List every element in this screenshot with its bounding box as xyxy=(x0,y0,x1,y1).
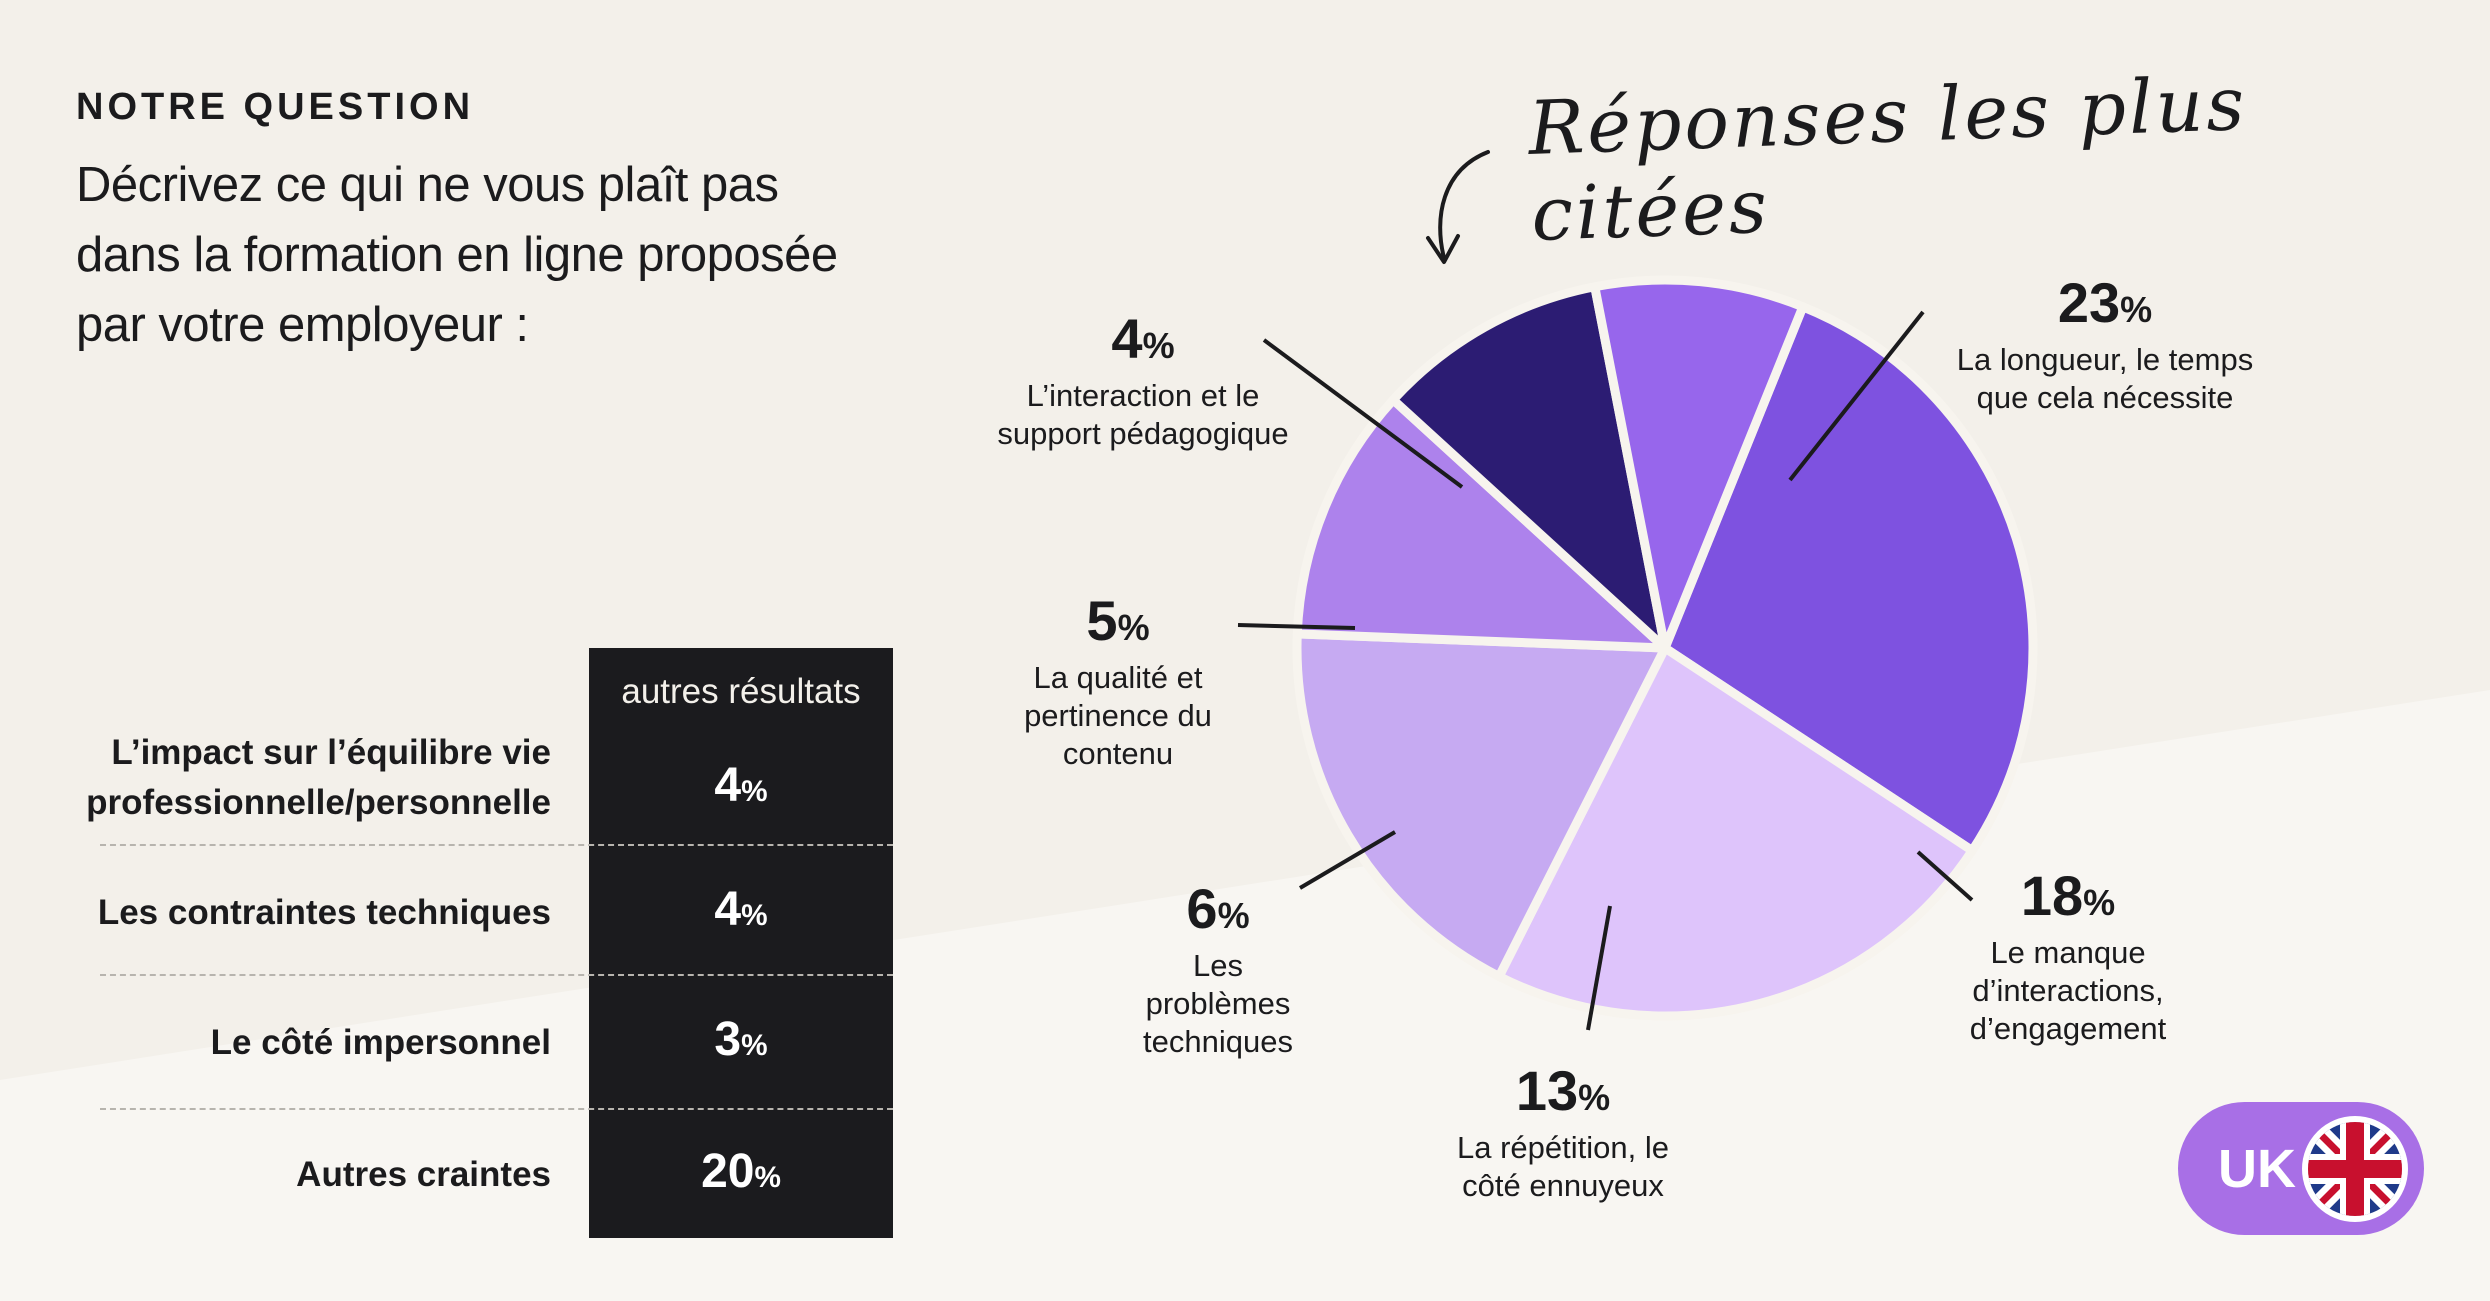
question-line: par votre employeur : xyxy=(76,298,529,352)
pie-slice xyxy=(1292,395,1670,653)
slice-description-line: L’interaction et le xyxy=(1026,378,1260,413)
slice-leader-line xyxy=(1916,850,1974,902)
slice-description-line: problèmes xyxy=(1145,986,1291,1021)
slice-description-line: Les xyxy=(1193,948,1243,983)
row-value-number: 3 xyxy=(714,1013,742,1066)
question-text: Décrivez ce qui ne vous plaît pas dans l… xyxy=(76,150,976,360)
slice-description-line: d’engagement xyxy=(1969,1011,2167,1046)
row-label: Autres craintes xyxy=(0,1150,551,1200)
slice-value-label: 18% xyxy=(1970,865,2167,934)
row-divider xyxy=(100,974,893,976)
slice-description-line: pertinence du xyxy=(1024,698,1212,733)
slice-label: 4% L’interaction et le support pédagogique xyxy=(997,308,1288,453)
slice-value-number: 6 xyxy=(1186,877,1218,940)
slice-description: Les problèmes techniques xyxy=(1143,947,1293,1061)
slice-value-label: 23% xyxy=(1957,272,2253,341)
row-value: 20% xyxy=(589,1144,893,1199)
slice-description: La répétition, le côté ennuyeux xyxy=(1457,1129,1669,1205)
slice-label: 6% Les problèmes techniques xyxy=(1143,878,1293,1061)
slice-description-line: Le manque xyxy=(1990,935,2146,970)
slice-label: 23% La longueur, le temps que cela nécessi… xyxy=(1957,272,2253,417)
slice-value-number: 23 xyxy=(2057,271,2121,334)
slice-description-line: côté ennuyeux xyxy=(1462,1168,1664,1203)
row-value-unit: % xyxy=(741,775,768,808)
row-label-line: professionnelle/personnelle xyxy=(86,783,551,822)
slice-value-unit: % xyxy=(1142,325,1175,366)
slice-label: 5% La qualité et pertinence du contenu xyxy=(1024,590,1212,773)
slice-value-number: 4 xyxy=(1111,307,1143,370)
row-value-unit: % xyxy=(754,1161,781,1194)
slice-description: La longueur, le temps que cela nécessite xyxy=(1957,341,2253,417)
section-eyebrow: NOTRE QUESTION xyxy=(76,86,475,128)
pie-slice xyxy=(1660,302,2038,856)
slice-label: 18% Le manque d’interactions, d’engagement xyxy=(1970,865,2167,1048)
row-label: Les contraintes techniques xyxy=(0,888,551,938)
row-label-line: Les contraintes techniques xyxy=(97,893,551,932)
row-value-unit: % xyxy=(741,1029,768,1062)
slice-description-line: techniques xyxy=(1143,1024,1293,1059)
pie-slice xyxy=(1590,275,1808,653)
slice-description-line: d’interactions, xyxy=(1972,973,2164,1008)
slice-leader-line xyxy=(1788,310,1925,482)
slice-label: 13% La répétition, le côté ennuyeux xyxy=(1457,1060,1669,1205)
row-label-line: L’impact sur l’équilibre vie xyxy=(111,733,551,772)
slice-description-line: que cela nécessite xyxy=(1976,380,2234,415)
badge-label: UK xyxy=(2218,1139,2296,1199)
row-value-number: 4 xyxy=(714,759,742,812)
slice-description-line: La qualité et xyxy=(1033,660,1203,695)
slice-description-line: La longueur, le temps xyxy=(1956,342,2254,377)
question-line: dans la formation en ligne proposée xyxy=(76,228,838,282)
pie-slice xyxy=(1388,282,1670,653)
slice-leader-line xyxy=(1298,830,1397,890)
slice-description-line: La répétition, le xyxy=(1457,1130,1669,1165)
slice-leader-line xyxy=(1262,338,1464,489)
uk-flag-icon xyxy=(2302,1116,2408,1222)
slice-value-number: 5 xyxy=(1086,589,1118,652)
slice-value-label: 4% xyxy=(997,308,1288,377)
row-value-unit: % xyxy=(741,899,768,932)
slice-value-unit: % xyxy=(2120,289,2153,330)
row-value-number: 4 xyxy=(714,883,742,936)
slice-description-line: contenu xyxy=(1062,736,1174,771)
slice-description: Le manque d’interactions, d’engagement xyxy=(1970,934,2167,1048)
row-value: 4% xyxy=(589,882,893,937)
pie-slice xyxy=(1494,643,1977,1021)
slice-description-line: support pédagogique xyxy=(997,416,1289,451)
slice-value-unit: % xyxy=(1578,1077,1611,1118)
row-label-line: Le côté impersonnel xyxy=(210,1023,551,1062)
slice-value-unit: % xyxy=(1117,607,1150,648)
slice-value-label: 13% xyxy=(1457,1060,1669,1129)
curved-arrow-icon xyxy=(1426,150,1490,264)
slice-value-unit: % xyxy=(1217,895,1250,936)
row-label: Le côté impersonnel xyxy=(0,1018,551,1068)
slice-value-number: 18 xyxy=(2020,864,2084,927)
row-label: L’impact sur l’équilibre vie professionn… xyxy=(0,728,551,828)
question-line: Décrivez ce qui ne vous plaît pas xyxy=(76,158,779,212)
slice-description: L’interaction et le support pédagogique xyxy=(997,377,1288,453)
slice-leader-line xyxy=(1237,623,1356,630)
other-results-column xyxy=(589,648,893,1238)
language-badge[interactable]: UK xyxy=(2178,1102,2424,1235)
pie-slice xyxy=(1292,629,1670,981)
row-value-number: 20 xyxy=(701,1145,755,1198)
other-results-header: autres résultats xyxy=(621,672,861,711)
row-divider xyxy=(100,844,893,846)
slice-value-unit: % xyxy=(2083,882,2116,923)
slice-description: La qualité et pertinence du contenu xyxy=(1024,659,1212,773)
row-label-line: Autres craintes xyxy=(296,1155,551,1194)
slice-value-label: 6% xyxy=(1143,878,1293,947)
slice-value-number: 13 xyxy=(1515,1059,1579,1122)
slice-value-label: 5% xyxy=(1024,590,1212,659)
row-divider xyxy=(100,1108,893,1110)
row-value: 4% xyxy=(589,758,893,813)
row-value: 3% xyxy=(589,1012,893,1067)
slice-leader-line xyxy=(1586,905,1612,1031)
